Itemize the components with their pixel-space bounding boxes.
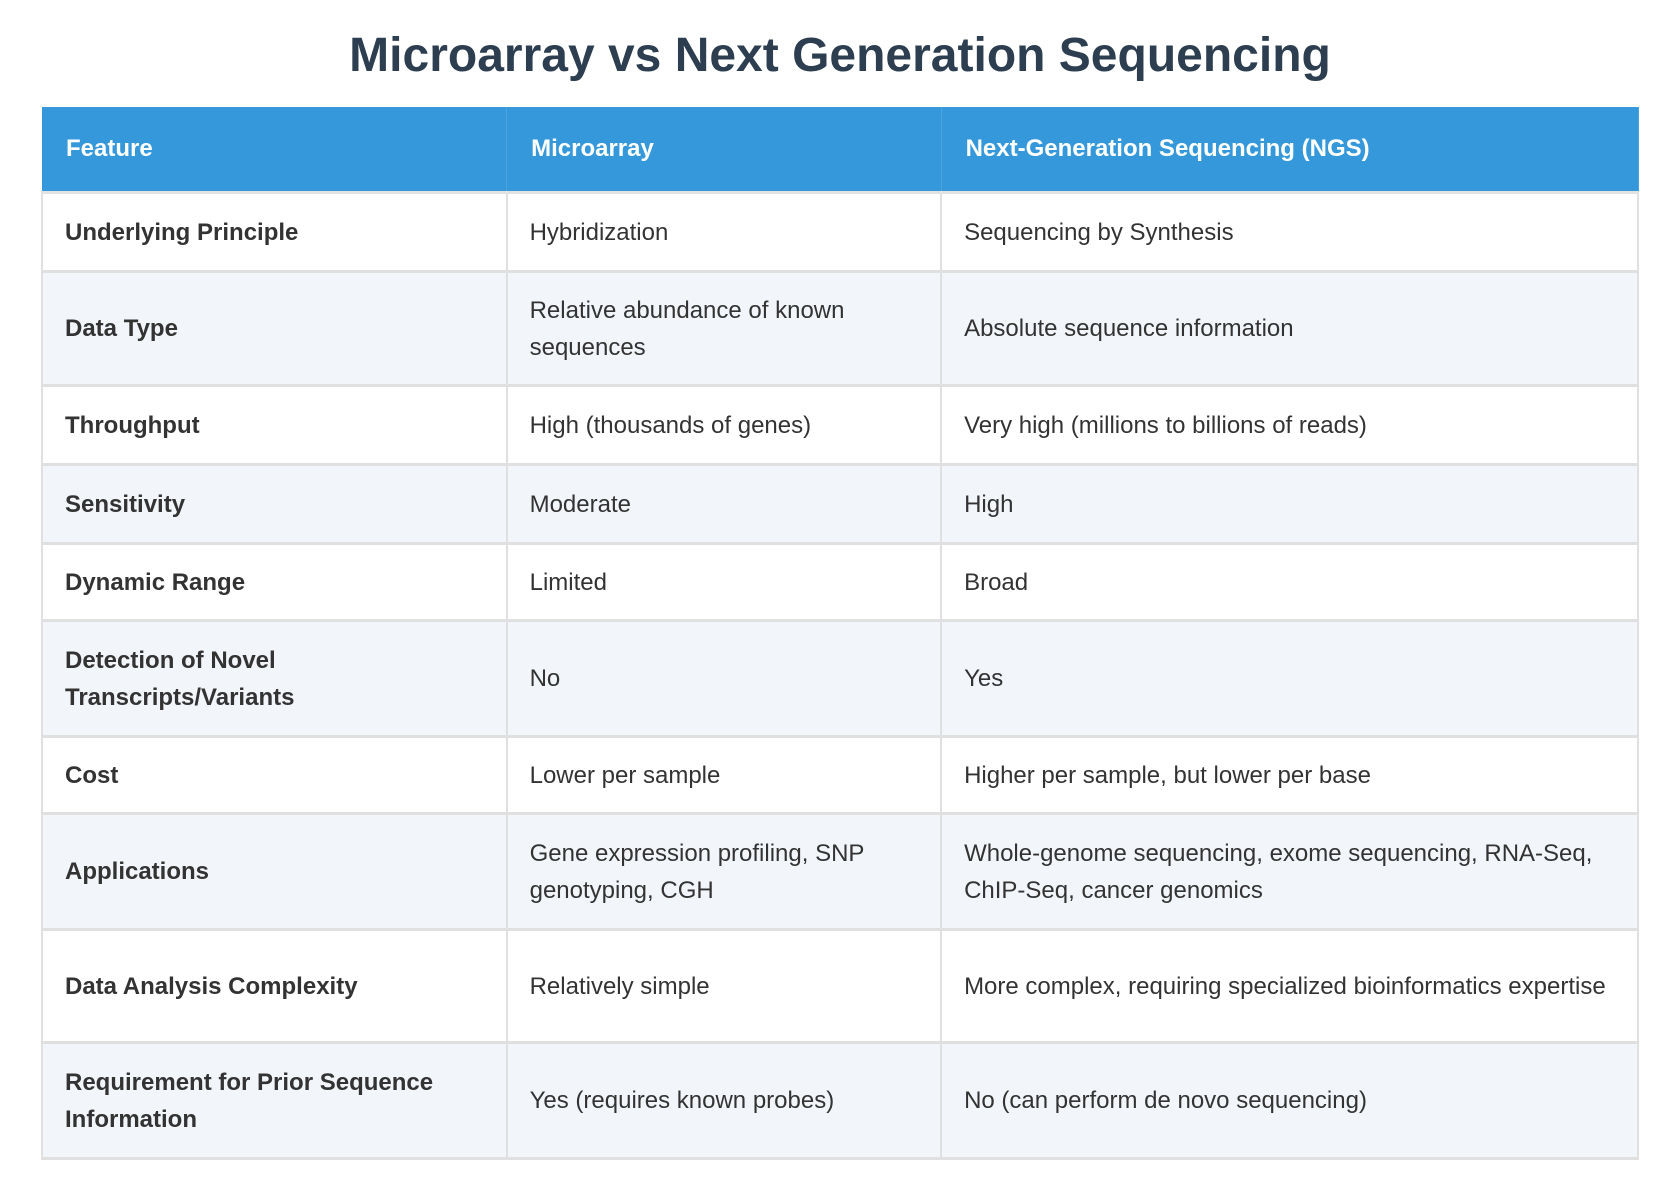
header-row: Feature Microarray Next-Generation Seque…	[42, 107, 1639, 194]
ngs-cell: Yes	[940, 619, 1639, 738]
feature-cell: Throughput	[41, 384, 508, 466]
feature-cell: Cost	[41, 735, 508, 815]
microarray-cell: Moderate	[505, 463, 943, 545]
microarray-cell: No	[505, 619, 943, 738]
ngs-cell: Higher per sample, but lower per base	[940, 735, 1639, 815]
page-title: Microarray vs Next Generation Sequencing	[349, 29, 1331, 82]
microarray-cell: Gene expression profiling, SNP genotypin…	[505, 812, 943, 931]
ngs-cell: More complex, requiring specialized bioi…	[940, 928, 1639, 1044]
ngs-cell: Whole-genome sequencing, exome sequencin…	[940, 812, 1639, 931]
feature-cell: Applications	[41, 812, 508, 931]
feature-cell: Detection of Novel Transcripts/Variants	[41, 619, 508, 738]
microarray-cell: Relatively simple	[505, 928, 943, 1044]
table-row: Dynamic Range Limited Broad	[41, 542, 1639, 622]
feature-cell: Data Analysis Complexity	[41, 928, 508, 1044]
table-row: Sensitivity Moderate High	[41, 463, 1639, 545]
ngs-cell: No (can perform de novo sequencing)	[940, 1041, 1639, 1160]
feature-cell: Dynamic Range	[41, 542, 508, 622]
table-row: Data Type Relative abundance of known seq…	[41, 270, 1639, 387]
ngs-cell: Broad	[940, 542, 1639, 622]
header-ngs: Next-Generation Sequencing (NGS)	[941, 107, 1639, 194]
feature-cell: Data Type	[41, 270, 508, 387]
table-row: Underlying Principle Hybridization Sequenc…	[41, 191, 1639, 273]
microarray-cell: High (thousands of genes)	[505, 384, 943, 466]
microarray-cell: Hybridization	[505, 191, 943, 273]
microarray-cell: Relative abundance of known sequences	[505, 270, 943, 387]
microarray-cell: Yes (requires known probes)	[505, 1041, 943, 1160]
table-row: Throughput High (thousands of genes) Very …	[41, 384, 1639, 466]
header-feature: Feature	[42, 107, 508, 194]
table-row: Requirement for Prior Sequence Informati…	[41, 1041, 1639, 1160]
table-row: Applications Gene expression profiling, S…	[41, 812, 1639, 931]
header-microarray: Microarray	[506, 107, 942, 194]
feature-cell: Requirement for Prior Sequence Informati…	[41, 1041, 508, 1160]
ngs-cell: Very high (millions to billions of reads…	[940, 384, 1639, 466]
microarray-cell: Lower per sample	[505, 735, 943, 815]
feature-cell: Underlying Principle	[41, 191, 508, 273]
comparison-table: Feature Microarray Next-Generation Seque…	[41, 107, 1639, 1160]
table-row: Data Analysis Complexity Relatively simpl…	[41, 928, 1639, 1044]
table-row: Detection of Novel Transcripts/Variants N…	[41, 619, 1639, 738]
table-row: Cost Lower per sample Higher per sample, b…	[41, 735, 1639, 815]
ngs-cell: Sequencing by Synthesis	[940, 191, 1639, 273]
ngs-cell: High	[940, 463, 1639, 545]
feature-cell: Sensitivity	[41, 463, 508, 545]
microarray-cell: Limited	[505, 542, 943, 622]
ngs-cell: Absolute sequence information	[940, 270, 1639, 387]
